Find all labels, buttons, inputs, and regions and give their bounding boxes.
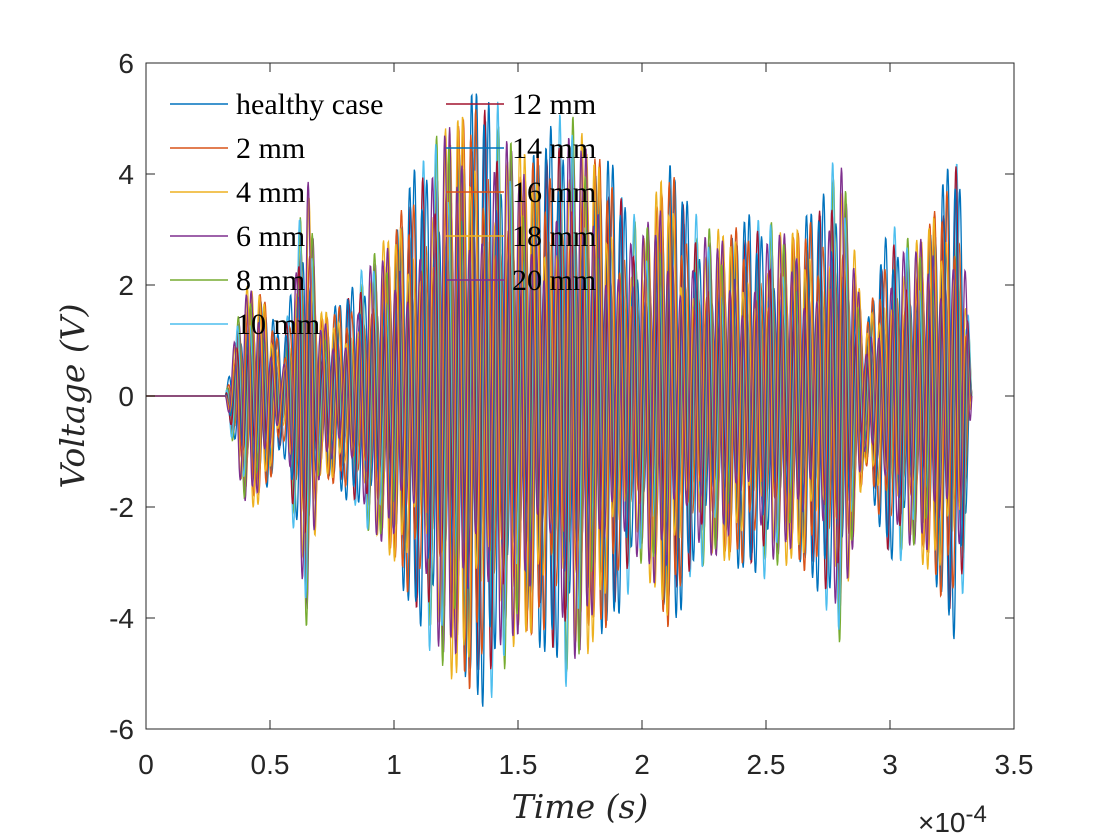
x-tick-label: 1.5 [499, 749, 538, 780]
x-tick-label: 3 [882, 749, 898, 780]
x-exponent-label: ×10-4 [918, 801, 987, 838]
legend-entry-label: 12 mm [512, 88, 596, 121]
x-exponent-power: -4 [966, 801, 987, 828]
x-tick-label: 1 [386, 749, 402, 780]
x-tick-label: 0.5 [251, 749, 290, 780]
legend-entry-label: 20 mm [512, 264, 596, 297]
legend-entry-label: 8 mm [236, 264, 305, 297]
y-tick-label: 4 [118, 159, 134, 190]
x-tick-label: 0 [138, 749, 154, 780]
x-axis-ticks: 0 0.5 1 1.5 2 2.5 3 3.5 [138, 63, 1033, 780]
legend-entry-label: healthy case [236, 88, 383, 121]
legend-entry-label: 6 mm [236, 220, 305, 253]
y-tick-label: 0 [118, 381, 134, 412]
y-tick-label: 6 [118, 48, 134, 79]
y-tick-label: 2 [118, 270, 134, 301]
legend-entry-label: 2 mm [236, 132, 305, 165]
legend-entry-label: 14 mm [512, 132, 596, 165]
legend-entry-label: 18 mm [512, 220, 596, 253]
series-line-20-mm [146, 135, 973, 659]
y-axis-ticks: -6 -4 -2 0 2 4 6 [109, 48, 1014, 745]
legend-entry-label: 10 mm [236, 308, 320, 341]
series-line-10-mm [146, 101, 973, 698]
x-tick-label: 2 [634, 749, 650, 780]
legend: healthy case 2 mm 4 mm 6 mm 8 mm 10 mm 12 mm 14… [170, 88, 596, 341]
y-tick-label: -6 [109, 714, 134, 745]
y-axis-label: Voltage (V) [53, 304, 92, 489]
x-axis-label: Time (s) [512, 787, 649, 826]
y-tick-label: -4 [109, 603, 134, 634]
x-tick-label: 3.5 [995, 749, 1034, 780]
legend-entry-label: 16 mm [512, 176, 596, 209]
y-tick-label: -2 [109, 492, 134, 523]
x-exponent-base: ×10 [918, 807, 966, 838]
legend-entry-label: 4 mm [236, 176, 305, 209]
series-lines [146, 93, 973, 707]
x-tick-label: 2.5 [747, 749, 786, 780]
